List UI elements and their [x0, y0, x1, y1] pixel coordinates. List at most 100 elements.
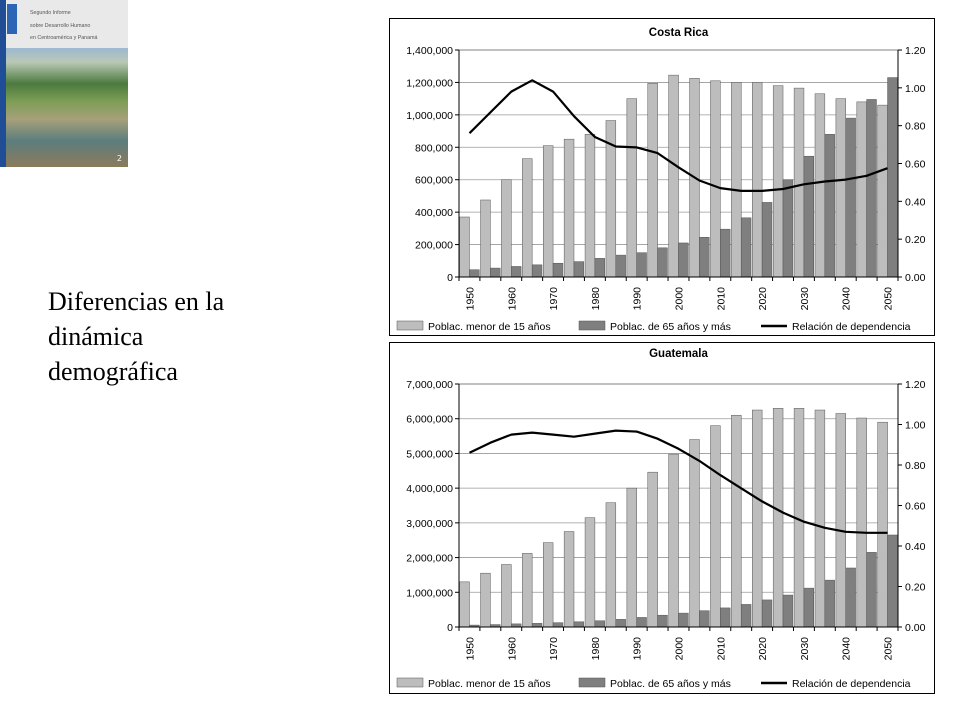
x-tick-label: 2020 — [757, 637, 769, 661]
x-tick-label: 2050 — [883, 637, 895, 661]
y-tick-label-left: 1,000,000 — [406, 110, 453, 122]
bar — [573, 261, 585, 278]
y-tick-label-left: 0 — [447, 622, 453, 634]
caption-line: dinámica — [48, 322, 144, 351]
y-tick-label-right: 0.80 — [905, 460, 926, 472]
x-tick-label: 2010 — [715, 637, 727, 661]
legend-label: Poblac. menor de 15 años — [428, 678, 551, 690]
bar — [710, 80, 721, 278]
undp-logo-icon — [7, 4, 17, 34]
bar — [814, 409, 826, 628]
bar — [552, 262, 564, 278]
bar — [668, 74, 679, 278]
y-tick-label-right: 1.00 — [905, 420, 926, 432]
bar — [657, 247, 668, 278]
y-tick-label-left: 5,000,000 — [406, 448, 453, 460]
costa-rica-chart: Costa Rica 0 200,000 400,000 600,000 800,000 1… — [389, 18, 935, 336]
bar — [501, 564, 512, 628]
bar — [542, 145, 554, 278]
bar — [803, 155, 815, 278]
legend-label: Poblac. menor de 15 años — [428, 321, 551, 333]
bar — [584, 134, 596, 278]
bar — [824, 579, 835, 628]
report-cover-thumbnail: Segundo Informe sobre Desarrollo Humano … — [0, 0, 128, 167]
bar — [772, 85, 784, 278]
x-tick-label: 1980 — [590, 287, 602, 311]
bar — [563, 531, 575, 628]
bar — [689, 439, 700, 628]
bar — [699, 237, 710, 278]
bar — [501, 179, 512, 278]
bar — [668, 453, 679, 628]
bar — [531, 623, 543, 628]
bar — [866, 552, 877, 628]
cover-photo — [0, 48, 128, 167]
bar — [678, 612, 689, 628]
cover-title-line: en Centroamérica y Panamá — [30, 35, 98, 42]
bar — [835, 413, 846, 628]
bar — [563, 138, 575, 278]
cover-title: Segundo Informe sobre Desarrollo Humano … — [30, 4, 125, 48]
y-tick-label-right: 0.00 — [905, 622, 926, 634]
legend-label: Relación de dependencia — [792, 678, 911, 690]
y-tick-label-left: 600,000 — [415, 175, 453, 187]
x-tick-label: 2030 — [799, 287, 811, 311]
bar — [542, 542, 554, 628]
bar — [720, 228, 731, 278]
y-tick-label-right: 0.00 — [905, 272, 926, 284]
x-tick-label: 1980 — [590, 637, 602, 661]
bar — [480, 572, 491, 628]
bar — [469, 269, 480, 278]
x-tick-label: 2000 — [674, 637, 686, 661]
y-tick-label-right: 0.60 — [905, 159, 926, 171]
bar — [877, 104, 888, 278]
bar — [740, 217, 752, 278]
bar — [636, 617, 647, 628]
y-tick-label-left: 7,000,000 — [406, 379, 453, 391]
bar — [594, 620, 605, 628]
legend-swatch — [396, 677, 424, 688]
x-tick-label: 1970 — [548, 287, 560, 311]
bar — [866, 99, 877, 278]
chart-title: Costa Rica — [649, 27, 709, 39]
legend-swatch — [396, 320, 424, 331]
x-tick-label: 2030 — [799, 637, 811, 661]
x-tick-label: 2040 — [841, 287, 853, 311]
bar — [752, 82, 763, 278]
bar — [699, 610, 710, 628]
y-tick-label-left: 400,000 — [415, 207, 453, 219]
y-tick-label-left: 0 — [447, 272, 453, 284]
caption-line: demográfica — [48, 357, 178, 386]
bar — [803, 587, 815, 628]
legend-swatch — [578, 677, 606, 688]
x-tick-label: 1960 — [506, 637, 518, 661]
y-tick-label-left: 3,000,000 — [406, 518, 453, 530]
bar — [845, 117, 856, 278]
bar — [552, 622, 564, 628]
bar — [877, 421, 888, 628]
bar — [647, 82, 658, 278]
bar — [594, 258, 605, 278]
x-tick-label: 1950 — [464, 637, 476, 661]
bar — [835, 98, 846, 278]
cover-title-line: sobre Desarrollo Humano — [30, 22, 91, 29]
bar — [584, 517, 596, 628]
y-tick-label-left: 1,400,000 — [406, 45, 453, 57]
bar — [480, 199, 491, 278]
bar — [522, 553, 533, 628]
chart-title: Guatemala — [649, 348, 708, 360]
bar — [573, 621, 585, 628]
y-tick-label-right: 0.40 — [905, 196, 926, 208]
bar — [793, 87, 805, 278]
bar — [856, 101, 867, 278]
bar — [856, 417, 867, 628]
x-tick-label: 1950 — [464, 287, 476, 311]
bar — [887, 534, 898, 628]
x-tick-label: 1970 — [548, 637, 560, 661]
x-tick-label: 2020 — [757, 287, 769, 311]
legend-label: Poblac. de 65 años y más — [610, 678, 731, 690]
bar — [522, 158, 533, 278]
legend-swatch — [578, 320, 606, 331]
bar — [647, 471, 658, 628]
bar — [761, 202, 773, 278]
